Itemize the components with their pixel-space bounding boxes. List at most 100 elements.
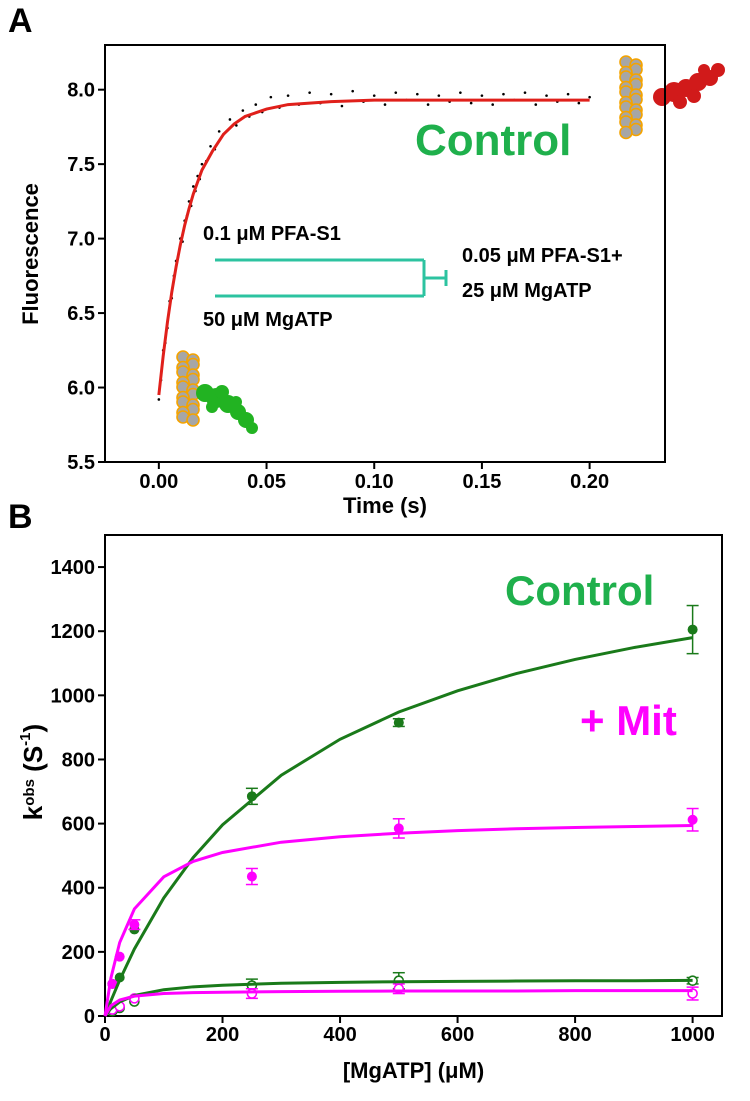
data-point — [340, 104, 344, 108]
plot-frame — [104, 534, 723, 1017]
annotation: 50 μM MgATP — [203, 309, 333, 331]
protein-part — [206, 401, 218, 413]
data-point — [217, 130, 221, 133]
protein-part — [230, 396, 242, 408]
x-tick-label: 0.20 — [570, 471, 609, 493]
data-point — [469, 101, 473, 105]
data-point — [491, 103, 494, 106]
annotation: Control — [415, 116, 571, 165]
y-axis-label-part: k — [18, 805, 48, 820]
x-tick-label: 200 — [206, 1024, 239, 1046]
data-point — [588, 95, 591, 99]
x-tick-label: 1000 — [670, 1024, 715, 1046]
x-tick-label: 600 — [441, 1024, 474, 1046]
molecule-icon — [176, 350, 200, 427]
data-point — [393, 717, 404, 728]
data-point — [393, 823, 404, 834]
data-point — [416, 92, 419, 96]
data-point — [254, 103, 258, 106]
x-axis-label: Time (s) — [343, 493, 427, 518]
y-axis-label-part: ) — [18, 724, 48, 733]
protein-part — [246, 422, 258, 434]
plot-frame — [104, 44, 666, 463]
data-point — [269, 95, 273, 99]
data-point — [502, 92, 505, 96]
x-tick-label: 0.00 — [139, 471, 178, 493]
data-point — [241, 109, 245, 112]
x-tick-label: 800 — [558, 1024, 591, 1046]
data-point — [523, 91, 527, 94]
x-tick-label: 400 — [323, 1024, 356, 1046]
protein-part — [215, 385, 229, 399]
y-tick-label: 0 — [84, 1006, 95, 1028]
data-point — [545, 94, 548, 97]
x-tick-label: 0 — [99, 1024, 110, 1046]
data-point — [329, 92, 333, 96]
data-point — [480, 94, 484, 97]
data-point — [383, 103, 387, 106]
y-tick-label: 1000 — [51, 685, 96, 707]
data-point — [426, 103, 430, 106]
protein-part — [711, 63, 725, 77]
data-point — [209, 144, 212, 148]
data-point — [351, 89, 354, 93]
data-point — [246, 871, 257, 882]
protein-icon — [653, 63, 725, 109]
y-axis-label-part: (S — [18, 746, 48, 779]
data-point — [286, 94, 290, 97]
protein-part — [687, 89, 701, 103]
x-tick-label: 0.05 — [247, 471, 286, 493]
data-point — [372, 94, 376, 97]
y-tick-label: 400 — [62, 878, 95, 900]
data-point — [687, 624, 698, 635]
annotation: 0.1 μM PFA-S1 — [203, 223, 341, 245]
x-tick-label: 0.15 — [462, 471, 501, 493]
subunit — [619, 125, 633, 140]
y-tick-label: 800 — [62, 749, 95, 771]
data-point — [200, 162, 204, 166]
annotation: + Mit — [580, 697, 677, 744]
plot-area — [157, 89, 591, 401]
y-axis-label-part: -1 — [17, 732, 34, 745]
y-tick-label: 7.0 — [67, 229, 95, 251]
fit-line — [103, 636, 693, 1017]
data-point — [235, 124, 238, 127]
protein-part — [673, 95, 687, 109]
x-tick-label: 0.10 — [355, 471, 394, 493]
data-point — [566, 92, 570, 96]
data-point — [437, 94, 441, 97]
panel-label: A — [8, 2, 33, 40]
y-axis-label-part: obs — [21, 779, 38, 806]
fit-line — [103, 824, 693, 1017]
data-point — [157, 398, 161, 401]
y-tick-label: 5.5 — [67, 452, 95, 474]
x-axis-label: [MgATP] (μM) — [343, 1058, 484, 1083]
bracket — [215, 258, 448, 298]
protein-part — [698, 64, 710, 76]
subunit — [186, 413, 200, 427]
annotation: Control — [505, 567, 654, 614]
y-tick-label: 1400 — [51, 557, 96, 579]
plot-area — [103, 604, 699, 1017]
y-tick-label: 6.5 — [67, 303, 95, 325]
data-point — [308, 91, 311, 94]
annotation: 0.05 μM PFA-S1+ — [462, 245, 623, 267]
data-point — [394, 91, 398, 94]
data-point — [246, 988, 258, 999]
fit-line — [157, 98, 590, 396]
data-point — [459, 91, 462, 94]
data-point — [228, 118, 232, 121]
y-axis-label: kobs (S-1) — [17, 724, 48, 820]
data-point — [577, 101, 581, 105]
y-tick-label: 7.5 — [67, 154, 95, 176]
data-point — [687, 814, 698, 825]
y-tick-label: 8.0 — [67, 80, 95, 102]
y-tick-label: 1200 — [51, 621, 96, 643]
y-tick-label: 200 — [62, 942, 95, 964]
fit-line — [103, 989, 693, 1017]
data-point — [192, 185, 195, 188]
molecule-icon — [619, 55, 643, 140]
